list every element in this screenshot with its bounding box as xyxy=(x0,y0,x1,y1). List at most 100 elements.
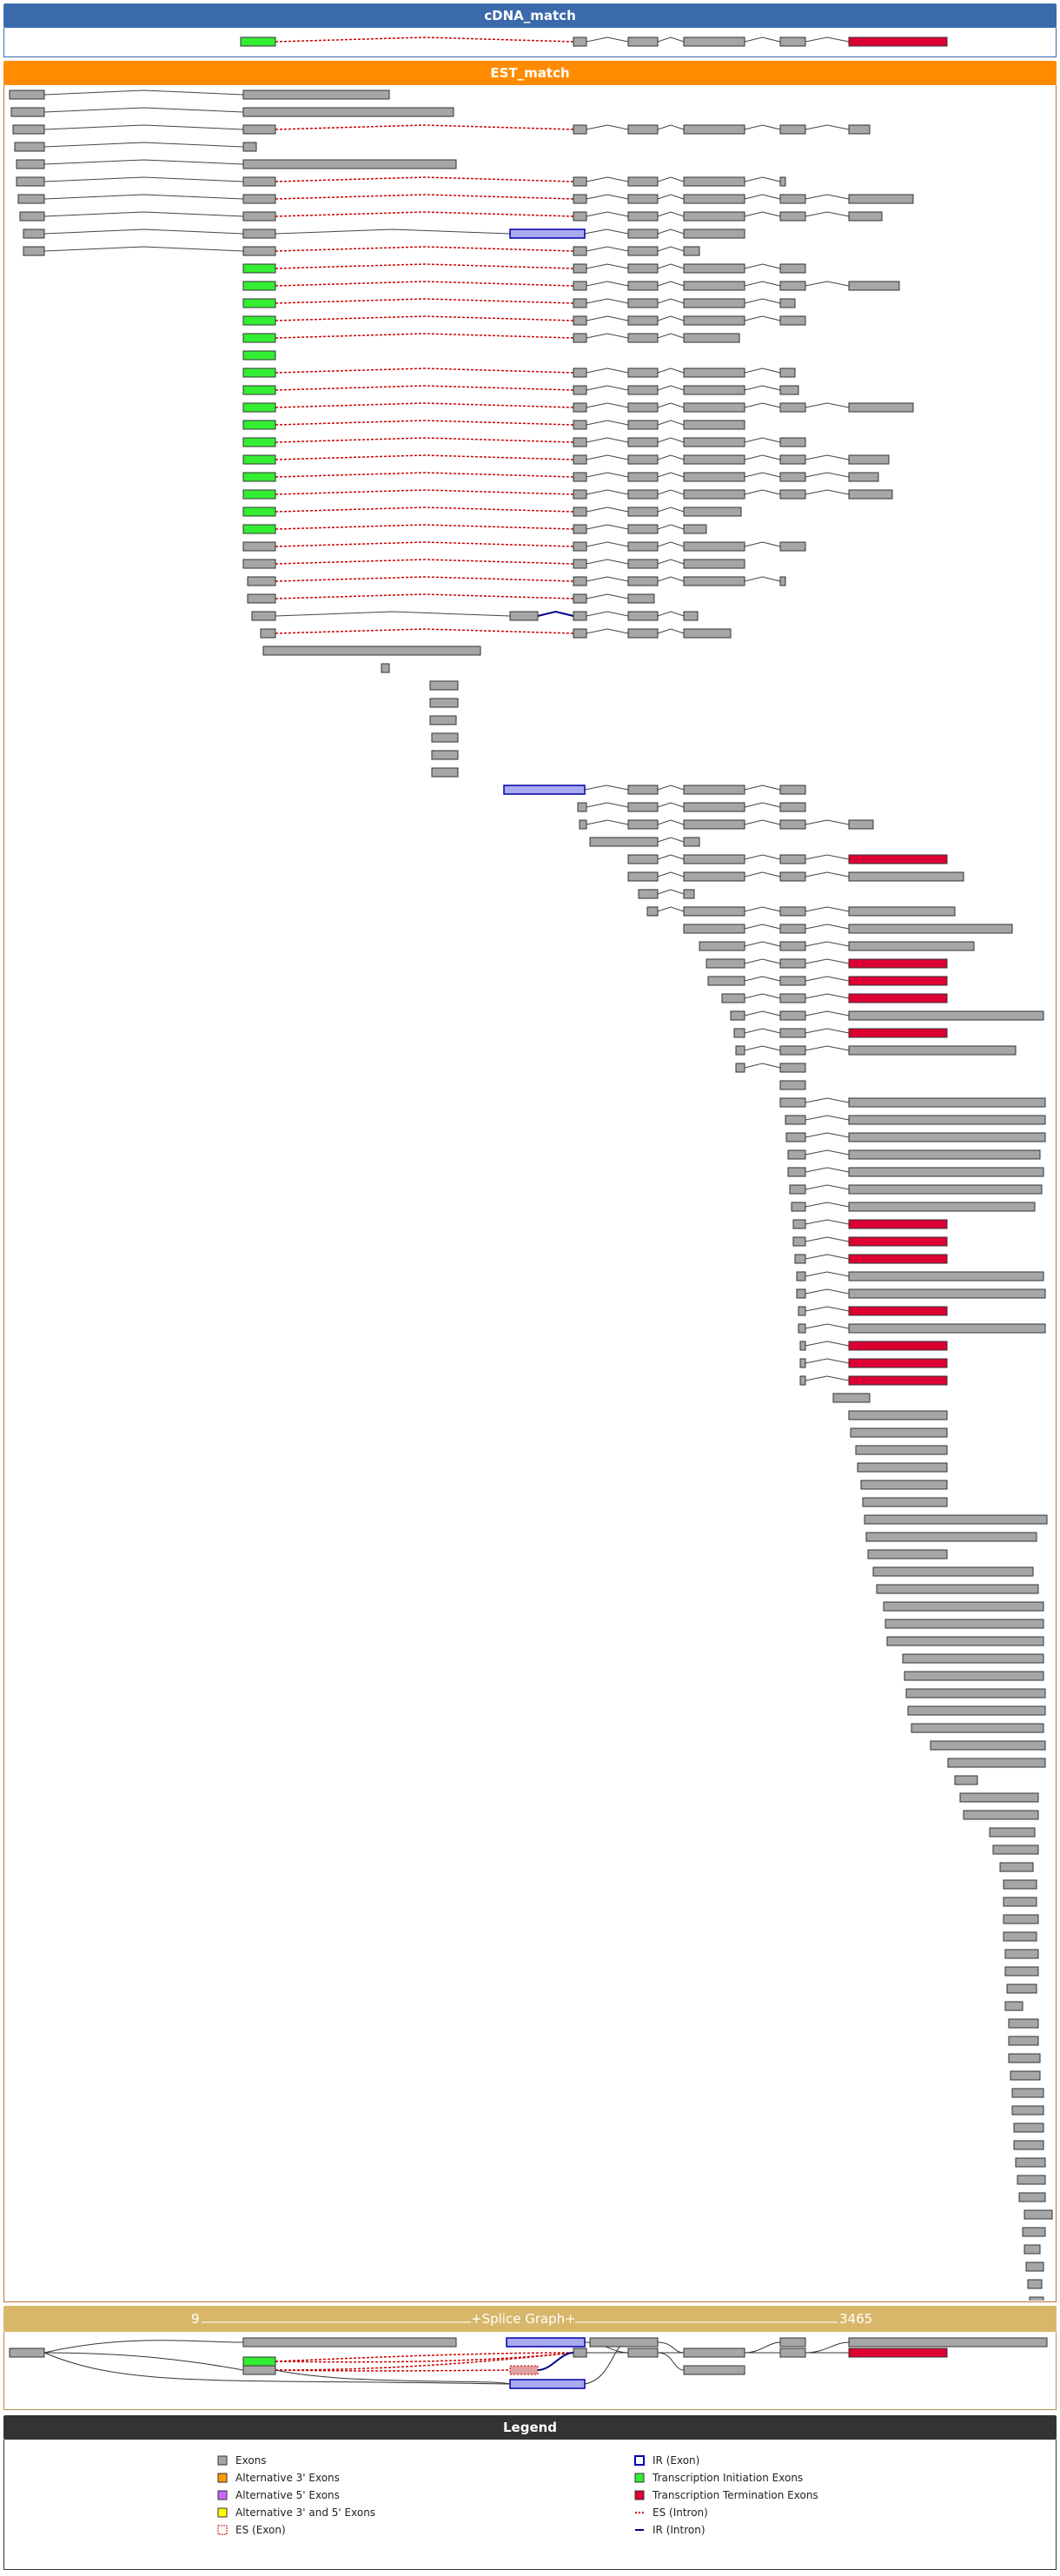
initiation-exon xyxy=(242,281,276,291)
exon xyxy=(429,715,457,725)
es-intron xyxy=(275,489,574,495)
exon xyxy=(779,281,806,291)
exon xyxy=(683,368,745,378)
intron xyxy=(805,1358,850,1364)
intron xyxy=(43,107,244,113)
exon xyxy=(779,1010,806,1021)
exon xyxy=(627,507,659,517)
intron xyxy=(657,402,685,408)
exon xyxy=(848,1045,1017,1056)
exon xyxy=(792,1219,806,1229)
es-intron xyxy=(275,576,574,582)
exon xyxy=(23,228,45,239)
es-intron xyxy=(275,2369,511,2372)
exon xyxy=(683,2348,745,2358)
exon xyxy=(573,298,587,308)
intron xyxy=(586,437,629,443)
exon xyxy=(848,472,879,482)
exon xyxy=(779,1097,806,1108)
exon xyxy=(779,993,806,1003)
exon xyxy=(848,1010,1044,1021)
exon xyxy=(683,854,745,864)
exon xyxy=(862,1497,948,1507)
exon xyxy=(1004,1966,1039,1977)
intron xyxy=(657,802,685,808)
exon xyxy=(1013,2122,1044,2133)
exon xyxy=(730,1010,745,1021)
exon xyxy=(573,628,587,639)
exon xyxy=(798,1306,806,1316)
exon xyxy=(573,368,587,378)
intron xyxy=(805,958,850,964)
es-intron xyxy=(275,2352,574,2371)
splice-edge xyxy=(43,2352,511,2385)
termination-exon xyxy=(848,1236,948,1247)
exon xyxy=(848,1410,948,1420)
exon xyxy=(573,576,587,586)
intron xyxy=(805,1115,850,1121)
exon xyxy=(1011,2105,1044,2116)
exon xyxy=(848,1202,1036,1212)
es-exon-swatch xyxy=(217,2525,228,2535)
term-swatch xyxy=(634,2490,645,2500)
intron xyxy=(657,263,685,269)
legend-label: Alternative 5' Exons xyxy=(235,2489,340,2501)
exon xyxy=(683,924,745,934)
initiation-exon xyxy=(242,385,276,395)
intron xyxy=(657,507,685,513)
intron xyxy=(744,194,781,200)
exon xyxy=(779,1080,806,1090)
intron xyxy=(657,785,685,791)
exon xyxy=(23,246,45,256)
exon xyxy=(779,941,806,951)
intron xyxy=(805,1167,850,1173)
splice-end: 3465 xyxy=(839,2311,873,2327)
intron xyxy=(586,454,629,460)
exon xyxy=(683,263,745,274)
exon xyxy=(262,646,481,656)
legend-panel: Exons Alternative 3' Exons Alternative 5' … xyxy=(3,2440,1057,2570)
est-match-title: EST_match xyxy=(490,65,570,81)
exon xyxy=(683,785,745,795)
exon xyxy=(242,89,390,100)
exon xyxy=(1003,1897,1037,1907)
es-intron xyxy=(275,2352,574,2362)
exon xyxy=(242,176,276,187)
exon xyxy=(589,2337,659,2348)
intron xyxy=(43,89,244,96)
intron xyxy=(657,246,685,252)
exon xyxy=(848,1132,1046,1142)
exon xyxy=(242,2365,276,2375)
exon xyxy=(855,1445,948,1455)
exon xyxy=(848,1149,1041,1160)
initiation-exon xyxy=(242,333,276,343)
intron xyxy=(586,124,629,130)
exon xyxy=(573,420,587,430)
exon xyxy=(848,1115,1046,1125)
exon xyxy=(848,1271,1044,1281)
exon xyxy=(848,194,914,204)
exon xyxy=(1013,2140,1044,2150)
intron xyxy=(657,889,685,895)
exon xyxy=(627,281,659,291)
exon xyxy=(683,837,700,847)
cdna-match-title: cDNA_match xyxy=(484,8,576,23)
exon xyxy=(721,993,745,1003)
exon xyxy=(573,454,587,465)
intron xyxy=(43,142,244,148)
es-intron xyxy=(275,437,574,443)
intron xyxy=(744,36,781,43)
exon xyxy=(242,211,276,222)
exon xyxy=(627,315,659,326)
exon xyxy=(779,194,806,204)
exon xyxy=(1003,1931,1037,1942)
exon xyxy=(779,437,806,447)
intron xyxy=(586,576,629,582)
es-intron xyxy=(275,315,574,321)
exon xyxy=(683,176,745,187)
splice-graph-track xyxy=(9,2337,1048,2389)
intron xyxy=(275,611,511,617)
ir-intron xyxy=(537,2352,574,2371)
exon xyxy=(260,628,276,639)
splice-graph-header: 9 ______________________________________… xyxy=(3,2306,1057,2332)
